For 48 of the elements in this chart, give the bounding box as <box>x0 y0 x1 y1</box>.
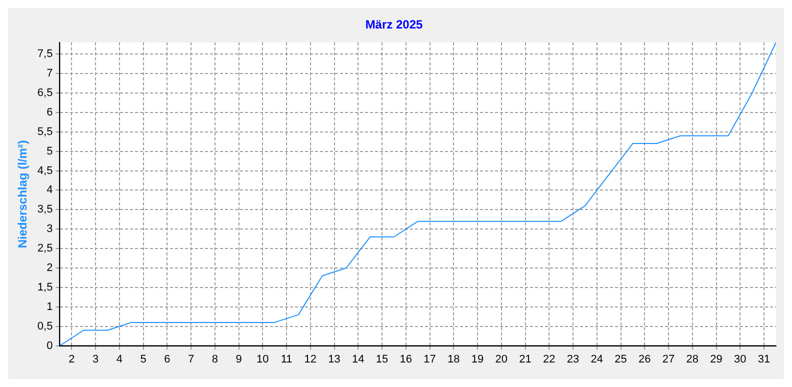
x-tick-label: 27 <box>662 353 675 366</box>
x-tick-label: 21 <box>519 353 532 366</box>
x-tick-label: 11 <box>280 353 292 366</box>
y-tick-label: 3 <box>46 223 53 236</box>
x-tick-label: 2 <box>68 353 75 366</box>
y-tick-label: 7,5 <box>37 48 53 60</box>
x-tick-label: 19 <box>471 353 484 366</box>
y-tick-label: 1,5 <box>37 281 53 294</box>
x-tick-label: 3 <box>92 353 99 366</box>
y-axis-title: Niederschlag (l/m²) <box>16 140 30 248</box>
x-tick-label: 25 <box>614 353 627 366</box>
x-tick-label: 17 <box>424 353 436 366</box>
x-tick-label: 18 <box>448 353 460 366</box>
x-tick-label: 26 <box>638 353 651 366</box>
x-tick-label: 23 <box>566 353 580 366</box>
y-tick-label: 4 <box>46 184 53 196</box>
x-tick-label: 8 <box>212 353 218 366</box>
y-tick-label: 5 <box>46 145 53 158</box>
x-tick-label: 20 <box>495 353 508 366</box>
x-tick-label: 9 <box>236 353 242 366</box>
y-tick-label: 2,5 <box>37 242 53 255</box>
y-tick-label: 5,5 <box>37 126 53 138</box>
x-tick-label: 15 <box>376 353 388 366</box>
y-tick-label: 0,5 <box>37 320 53 332</box>
x-tick-label: 13 <box>328 353 340 366</box>
x-tick-label: 4 <box>116 353 122 366</box>
x-tick-label: 16 <box>400 353 412 366</box>
y-tick-label: 1 <box>46 300 53 313</box>
x-tick-label: 29 <box>710 353 722 366</box>
y-tick-label: 7 <box>46 68 53 80</box>
x-tick-label: 28 <box>686 353 699 366</box>
x-tick-label: 14 <box>352 353 364 366</box>
x-tick-label: 10 <box>256 353 269 366</box>
x-tick-label: 6 <box>164 353 170 366</box>
x-tick-label: 5 <box>140 353 146 366</box>
y-tick-label: 0 <box>46 340 53 352</box>
y-tick-label: 2 <box>46 262 53 274</box>
x-tick-label: 31 <box>758 353 770 366</box>
y-tick-label: 3,5 <box>37 204 53 216</box>
y-tick-label: 6,5 <box>37 87 53 99</box>
x-tick-label: 22 <box>543 353 556 366</box>
x-tick-label: 24 <box>590 353 604 366</box>
x-tick-label: 12 <box>304 353 317 366</box>
y-tick-label: 4,5 <box>37 164 53 177</box>
x-tick-label: 30 <box>734 353 746 366</box>
x-tick-label: 7 <box>188 353 194 366</box>
chart-title: März 2025 <box>365 18 424 32</box>
y-tick-label: 6 <box>46 106 53 118</box>
